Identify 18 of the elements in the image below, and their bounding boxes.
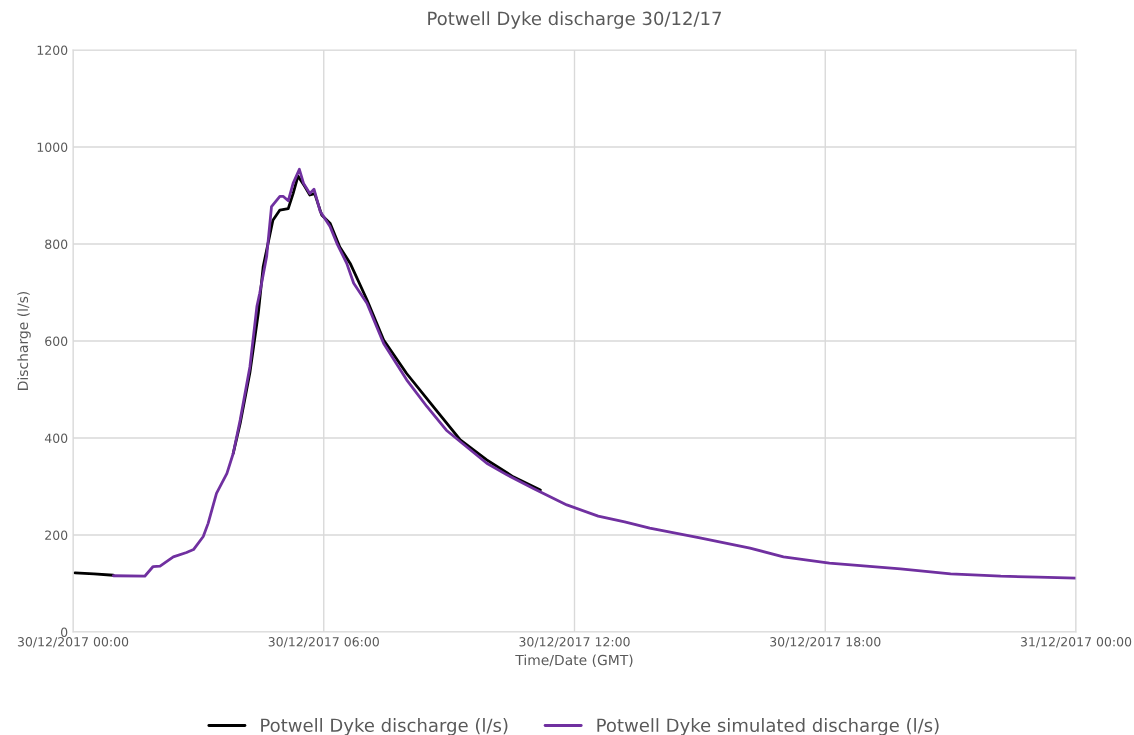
y-tick-label: 0 (61, 627, 68, 637)
chart-title: Potwell Dyke discharge 30/12/17 (428, 11, 721, 29)
legend-label: Potwell Dyke simulated discharge (l/s) (597, 718, 939, 735)
y-tick-label: 1200 (37, 45, 68, 55)
y-axis-title: Discharge (l/s) (17, 291, 31, 390)
x-tick-label: 30/12/2017 12:00 (519, 637, 630, 648)
y-tick-label: 1000 (37, 142, 68, 152)
x-tick-label: 31/12/2017 00:00 (1020, 637, 1132, 648)
y-tick-label: 600 (45, 336, 68, 346)
x-tick-label: 30/12/2017 18:00 (770, 637, 881, 648)
x-tick-label: 30/12/2017 06:00 (268, 637, 379, 648)
x-axis-title: Time/Date (GMT) (515, 654, 633, 667)
y-tick-label: 800 (45, 239, 68, 249)
y-tick-label: 200 (45, 530, 68, 540)
legend-label: Potwell Dyke discharge (l/s) (261, 718, 508, 735)
x-tick-label: 30/12/2017 00:00 (17, 637, 129, 648)
line-series (112, 167, 1076, 580)
y-tick-label: 400 (44, 433, 68, 443)
